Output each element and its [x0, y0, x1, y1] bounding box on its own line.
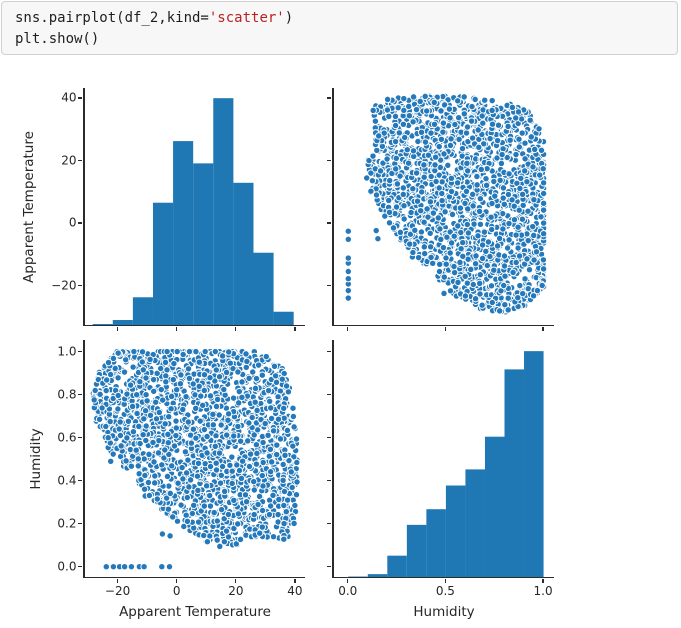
x-axis-tick	[294, 579, 296, 584]
subplot-apparent-temperature-vs-humidity-scatter: −20 0 20 40 1.0 0.8 0.6 0.4 0.2 0.0	[57, 340, 305, 598]
code-token: sns.pairplot(df_2,kind=	[15, 10, 209, 26]
bottom-spine	[332, 577, 554, 579]
histogram-bars	[347, 351, 544, 577]
bottom-spine	[332, 325, 554, 327]
code-line: plt.show()	[15, 29, 677, 50]
x-tick-label: 0.0	[338, 584, 358, 598]
x-axis-tick	[117, 327, 119, 332]
y-axis-label-apparent-temperature: Apparent Temperature	[21, 130, 37, 283]
x-axis-tick	[347, 327, 349, 332]
histogram-canvas	[92, 98, 294, 325]
y-axis-tick	[327, 437, 332, 439]
x-axis-tick	[176, 327, 178, 332]
y-tick-label: 1.0	[57, 344, 77, 359]
left-spine	[83, 340, 85, 579]
y-axis-tick	[327, 222, 332, 224]
scatter-points	[344, 92, 547, 316]
code-line: sns.pairplot(df_2,kind='scatter')	[15, 8, 677, 29]
y-axis-tick	[327, 523, 332, 525]
x-tick-label: 0	[172, 584, 181, 598]
subplot-humidity-vs-apparent-temperature-scatter	[327, 88, 554, 332]
left-spine	[332, 340, 334, 579]
x-axis-tick	[294, 327, 296, 332]
x-axis-tick	[444, 579, 446, 584]
x-axis-tick	[176, 579, 178, 584]
y-axis-tick	[78, 351, 83, 353]
y-axis-tick	[78, 480, 83, 482]
x-tick-label: 20	[228, 584, 244, 598]
left-spine	[83, 88, 85, 327]
y-axis-tick	[327, 97, 332, 99]
subplot-apparent-temperature-histogram: 40 20 0 −20	[51, 88, 305, 332]
y-tick-label: 40	[61, 90, 77, 105]
y-tick-label: 0	[68, 215, 77, 230]
x-axis-tick	[235, 327, 237, 332]
bottom-spine	[83, 325, 305, 327]
y-tick-label: 0.8	[57, 387, 77, 402]
x-tick-label: −20	[104, 584, 131, 598]
scatter-canvas	[89, 347, 301, 571]
subplot-humidity-histogram: 0.0 0.5 1.0	[327, 340, 554, 598]
histogram-canvas	[347, 351, 544, 577]
y-axis-tick	[327, 394, 332, 396]
bottom-spine	[83, 577, 305, 579]
x-axis-tick	[444, 327, 446, 332]
y-tick-label: 0.2	[57, 516, 77, 531]
y-axis-tick	[327, 159, 332, 162]
x-tick-label: 1.0	[533, 584, 553, 598]
y-axis-tick	[327, 351, 332, 353]
x-axis-tick	[542, 579, 544, 584]
y-axis-tick	[78, 523, 83, 525]
x-tick-label: 40	[287, 584, 303, 598]
pairplot-figure: Apparent Temperature Humidity Apparent T…	[0, 57, 681, 628]
y-axis-tick	[78, 437, 83, 439]
y-axis-tick	[78, 97, 83, 99]
y-axis-tick	[78, 285, 83, 287]
x-axis-tick	[235, 579, 237, 584]
scatter-canvas	[344, 92, 547, 316]
y-axis-tick	[78, 222, 83, 224]
y-axis-tick	[327, 566, 332, 568]
x-axis-label-humidity: Humidity	[413, 604, 475, 620]
x-tick-label: 0.5	[435, 584, 455, 598]
x-axis-tick	[542, 327, 544, 332]
y-axis-tick	[78, 159, 83, 162]
y-axis-tick	[78, 566, 83, 568]
y-axis-tick	[327, 480, 332, 482]
scatter-points	[89, 347, 301, 571]
y-tick-label: 0.6	[57, 430, 77, 445]
left-spine	[332, 88, 334, 327]
y-tick-label: −20	[51, 278, 77, 293]
y-axis-tick	[327, 285, 332, 287]
y-tick-label: 20	[61, 152, 77, 167]
code-editor[interactable]: sns.pairplot(df_2,kind='scatter') plt.sho…	[15, 8, 677, 50]
x-axis-tick	[117, 579, 119, 584]
code-token: )	[284, 10, 294, 26]
code-token: plt.show()	[15, 31, 100, 47]
code-cell[interactable]: sns.pairplot(df_2,kind='scatter') plt.sho…	[1, 1, 678, 55]
code-string-token: 'scatter'	[208, 10, 285, 26]
y-tick-label: 0.4	[57, 473, 77, 488]
y-axis-tick	[78, 394, 83, 396]
histogram-bars	[92, 98, 294, 325]
y-axis-label-humidity: Humidity	[28, 427, 44, 490]
y-tick-label: 0.0	[57, 559, 77, 574]
x-axis-label-apparent-temperature: Apparent Temperature	[119, 604, 271, 620]
x-axis-tick	[347, 579, 349, 584]
